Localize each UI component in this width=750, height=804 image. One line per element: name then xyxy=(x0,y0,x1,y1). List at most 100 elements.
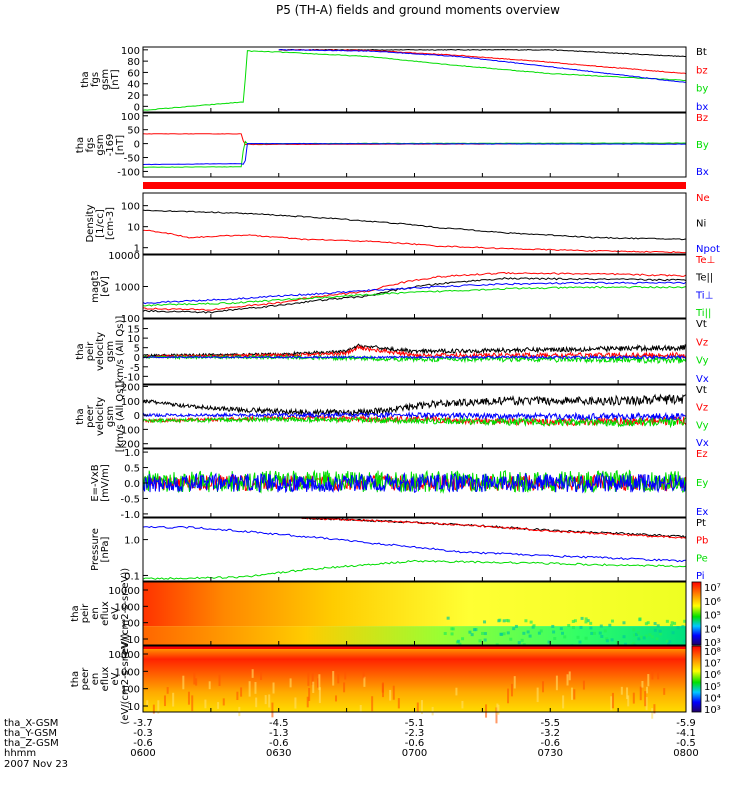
legend-label: Ey xyxy=(696,478,708,489)
spectrogram-pixel xyxy=(446,616,450,620)
spectrogram-pixel xyxy=(650,635,654,639)
spectrogram-streak xyxy=(611,692,614,709)
spectrogram-streak xyxy=(217,702,220,709)
spectrogram-pixel xyxy=(509,637,513,641)
spectrogram-pixel xyxy=(520,638,524,642)
y-tick-label: 100 xyxy=(121,46,140,57)
legend-label: Vx xyxy=(696,374,709,385)
colorbar-tick-label: 10⁷ xyxy=(704,659,721,670)
y-axis-label: eflux xyxy=(100,601,111,626)
spectrogram-pixel xyxy=(551,624,555,628)
spectrogram-streak xyxy=(562,695,565,709)
spectrogram-streak xyxy=(651,708,654,719)
spectrogram-pixel xyxy=(646,621,650,625)
spectrogram-streak xyxy=(620,686,623,695)
y-tick-label: 1000 xyxy=(115,602,140,613)
y-tick-label: 0 xyxy=(134,102,140,113)
spectrogram-pixel xyxy=(474,628,478,632)
spectrogram-streak xyxy=(182,675,185,690)
spectrogram-streak xyxy=(455,687,458,696)
spectrogram-streak xyxy=(507,688,510,704)
y-axis-label: tha xyxy=(80,71,91,87)
legend-label: Bt xyxy=(696,47,707,58)
y-axis-label: peer xyxy=(85,404,96,428)
spectrogram-pixel xyxy=(478,639,482,643)
spectrogram-pixel xyxy=(658,629,662,633)
y-tick-label: 0.5 xyxy=(124,464,140,475)
spectrogram-pixel xyxy=(573,619,577,623)
y-axis-label: peir xyxy=(85,341,96,361)
spectrogram-streak xyxy=(573,689,576,700)
spectrogram-streak xyxy=(536,687,539,703)
spectrogram-streak xyxy=(381,682,384,698)
spectrogram-pixel xyxy=(673,621,677,625)
spectrogram-pixel xyxy=(632,641,636,645)
spectrogram-pixel xyxy=(502,619,506,623)
spectrogram-pixel xyxy=(514,624,518,628)
colorbar-tick-label: 10⁸ xyxy=(704,647,721,658)
legend-label: Npot xyxy=(696,244,720,255)
spectrogram-pixel xyxy=(634,632,638,636)
series-vy-line xyxy=(142,415,687,429)
spectrogram-pixel xyxy=(610,619,614,623)
spectrogram-pixel xyxy=(500,632,504,636)
y-axis-label: [eV] xyxy=(100,276,111,297)
legend-label: Vt xyxy=(696,319,707,330)
legend-label: Bx xyxy=(696,167,709,178)
y-axis-label: [1/cc] xyxy=(95,209,106,238)
spectrogram-streak xyxy=(461,700,464,709)
spectrogram-pixel xyxy=(605,637,609,641)
y-tick-label: -10 xyxy=(124,372,140,383)
electron-spectrogram xyxy=(143,646,686,712)
colorbar-tick-label: 10⁶ xyxy=(704,597,721,608)
colorbar-tick-label: 10⁷ xyxy=(704,583,721,594)
spectrogram-pixel xyxy=(644,622,648,626)
spectrogram-pixel xyxy=(683,619,687,623)
y-axis-label: -169 xyxy=(105,134,116,157)
spectrogram-pixel xyxy=(576,635,580,639)
spectrogram-pixel xyxy=(589,626,593,630)
spectrogram-pixel xyxy=(671,631,675,635)
y-tick-label: 100 xyxy=(121,397,140,408)
spectrogram-pixel xyxy=(457,639,461,643)
spectrogram-pixel xyxy=(522,631,526,635)
x-axis-value: 0800 xyxy=(673,748,698,759)
y-axis-label: E=-VxB xyxy=(90,464,101,501)
series-vt-line xyxy=(142,343,687,358)
spectrogram-pixel xyxy=(561,631,565,635)
spectrogram-pixel xyxy=(580,616,584,620)
spectrogram-pixel xyxy=(605,639,609,643)
y-axis-label: eV xyxy=(110,607,121,620)
legend-label: bx xyxy=(696,102,708,113)
legend-label: bz xyxy=(696,65,708,76)
legend-label: Te⊥ xyxy=(695,255,715,266)
spectrogram-streak xyxy=(431,706,434,716)
spectrogram-pixel xyxy=(517,641,521,645)
spectrogram-streak xyxy=(191,695,194,712)
x-axis-value: -4.5 xyxy=(269,718,289,729)
y-tick-label: 60 xyxy=(127,68,140,79)
y-tick-label: 200 xyxy=(121,382,140,393)
y-tick-label: 0 xyxy=(134,353,140,364)
date-label: 2007 Nov 23 xyxy=(4,759,68,770)
y-tick-label: 1.0 xyxy=(124,448,140,459)
spectrogram-streak xyxy=(497,704,500,715)
spectrogram-streak xyxy=(240,687,243,697)
y-axis-label: fgs xyxy=(85,137,96,152)
spectrogram-pixel xyxy=(461,637,465,641)
spectrogram-streak xyxy=(542,681,545,693)
spectrogram-pixel xyxy=(481,631,485,635)
plot-title: P5 (TH-A) fields and ground moments over… xyxy=(276,3,560,17)
series-ti-line xyxy=(142,281,687,305)
y-tick-label: 100 xyxy=(121,112,140,123)
spectrogram-pixel xyxy=(667,642,671,646)
spectrogram-streak xyxy=(294,697,297,709)
legend-label: Vz xyxy=(696,337,708,348)
y-axis-label: tha xyxy=(75,137,86,153)
legend-label: Vy xyxy=(696,420,709,431)
y-axis-label: en xyxy=(90,607,101,620)
y-tick-label: -100 xyxy=(117,167,140,178)
x-axis-value: -2.3 xyxy=(405,728,425,739)
spectrogram-streak xyxy=(555,675,558,691)
